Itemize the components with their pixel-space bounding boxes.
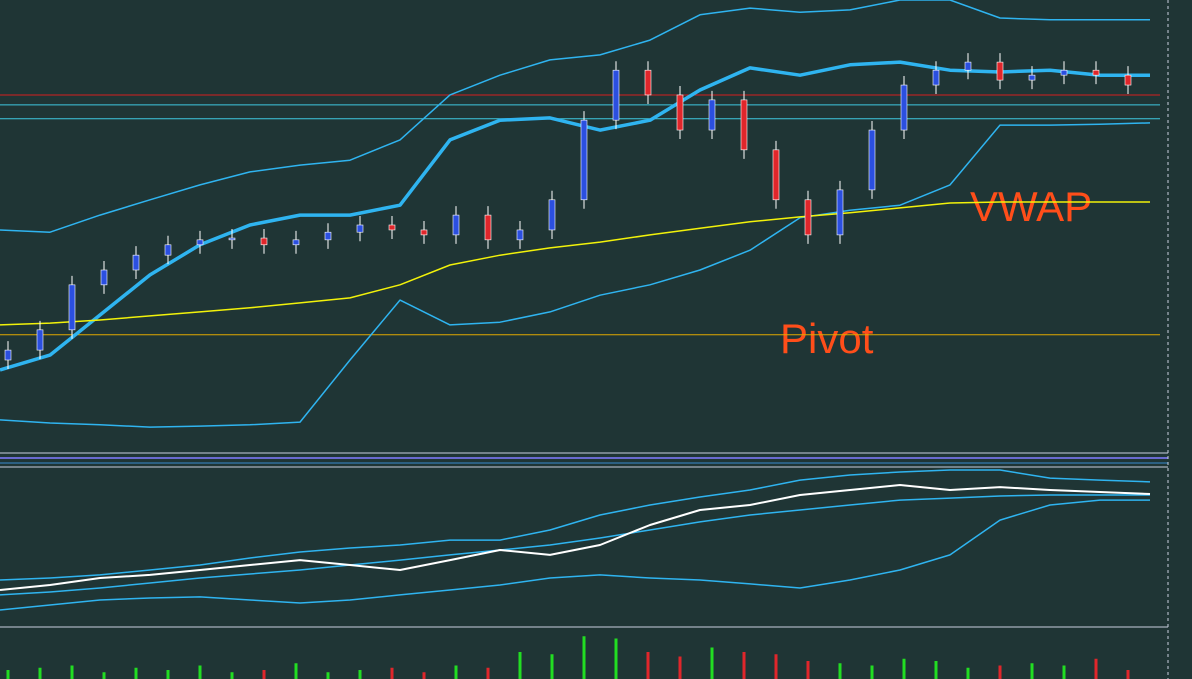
indicator-line [0, 122, 1151, 428]
volume-bar [774, 654, 778, 679]
indicator-line [0, 201, 1150, 326]
volume-bar [70, 665, 74, 679]
candle-body [164, 244, 172, 256]
volume-bar [1030, 663, 1034, 679]
candle-body [420, 229, 428, 236]
candle-body [548, 199, 556, 231]
candle-body [228, 237, 236, 241]
candle-body [292, 239, 300, 246]
candle-body [1092, 69, 1100, 76]
oscillator-line [0, 469, 1151, 581]
volume-bar [518, 652, 522, 679]
candle-body [836, 189, 844, 236]
oscillator-line [0, 499, 1150, 611]
volume-bar [998, 665, 1002, 679]
volume-bar [454, 665, 458, 679]
candle-body [804, 199, 812, 236]
candle-body [196, 239, 204, 246]
candle-body [1060, 69, 1068, 76]
volume-bar [742, 652, 746, 679]
oscillator-line [0, 494, 1150, 596]
volume-bar [678, 656, 682, 679]
volume-bar [294, 663, 298, 679]
candle-body [996, 61, 1004, 81]
volume-bar [806, 661, 810, 679]
volume-bar [262, 670, 266, 679]
vwap-label: VWAP [970, 183, 1092, 230]
volume-bar [134, 667, 138, 679]
candle-body [516, 229, 524, 241]
indicator-line [0, 0, 1150, 233]
volume-bar [1126, 670, 1130, 679]
candle-body [68, 284, 76, 331]
volume-bar [166, 670, 170, 679]
volume-bar [614, 638, 618, 679]
volume-bar [550, 654, 554, 679]
volume-bar [1062, 665, 1066, 679]
volume-bar [582, 636, 586, 679]
volume-bar [198, 665, 202, 679]
volume-bar [966, 667, 970, 679]
volume-bar [838, 663, 842, 679]
candle-body [868, 129, 876, 191]
indicator-line [0, 60, 1150, 372]
candle-body [644, 69, 652, 96]
candle-body [260, 237, 268, 246]
volume-bar [230, 672, 234, 679]
volume-bar [326, 672, 330, 679]
candle-body [388, 224, 396, 231]
volume-bar [358, 670, 362, 679]
candle-body [132, 254, 140, 271]
candle-body [964, 61, 972, 71]
candle-body [356, 224, 364, 233]
volume-bar [102, 672, 106, 679]
volume-bar [870, 665, 874, 679]
volume-bar [710, 647, 714, 679]
oscillator-line [0, 484, 1151, 591]
candle-body [580, 119, 588, 201]
candle-body [324, 231, 332, 241]
volume-bar [486, 667, 490, 679]
candle-body [708, 99, 716, 131]
candle-body [4, 349, 12, 361]
candle-body [484, 214, 492, 241]
candle-body [772, 149, 780, 201]
candle-body [612, 69, 620, 121]
volume-bar [38, 667, 42, 679]
volume-bar [646, 652, 650, 679]
candle-body [452, 214, 460, 236]
pivot-label: Pivot [780, 315, 874, 362]
candle-body [1124, 74, 1132, 86]
volume-bar [390, 667, 394, 679]
candle-body [100, 269, 108, 286]
candle-body [676, 94, 684, 131]
volume-bar [422, 672, 426, 679]
candle-body [900, 84, 908, 131]
volume-bar [6, 670, 10, 679]
candle-body [740, 99, 748, 151]
volume-bar [934, 661, 938, 679]
volume-bar [1094, 658, 1098, 679]
candle-body [36, 329, 44, 351]
volume-bar [902, 658, 906, 679]
candle-body [1028, 74, 1036, 81]
candle-body [932, 69, 940, 86]
